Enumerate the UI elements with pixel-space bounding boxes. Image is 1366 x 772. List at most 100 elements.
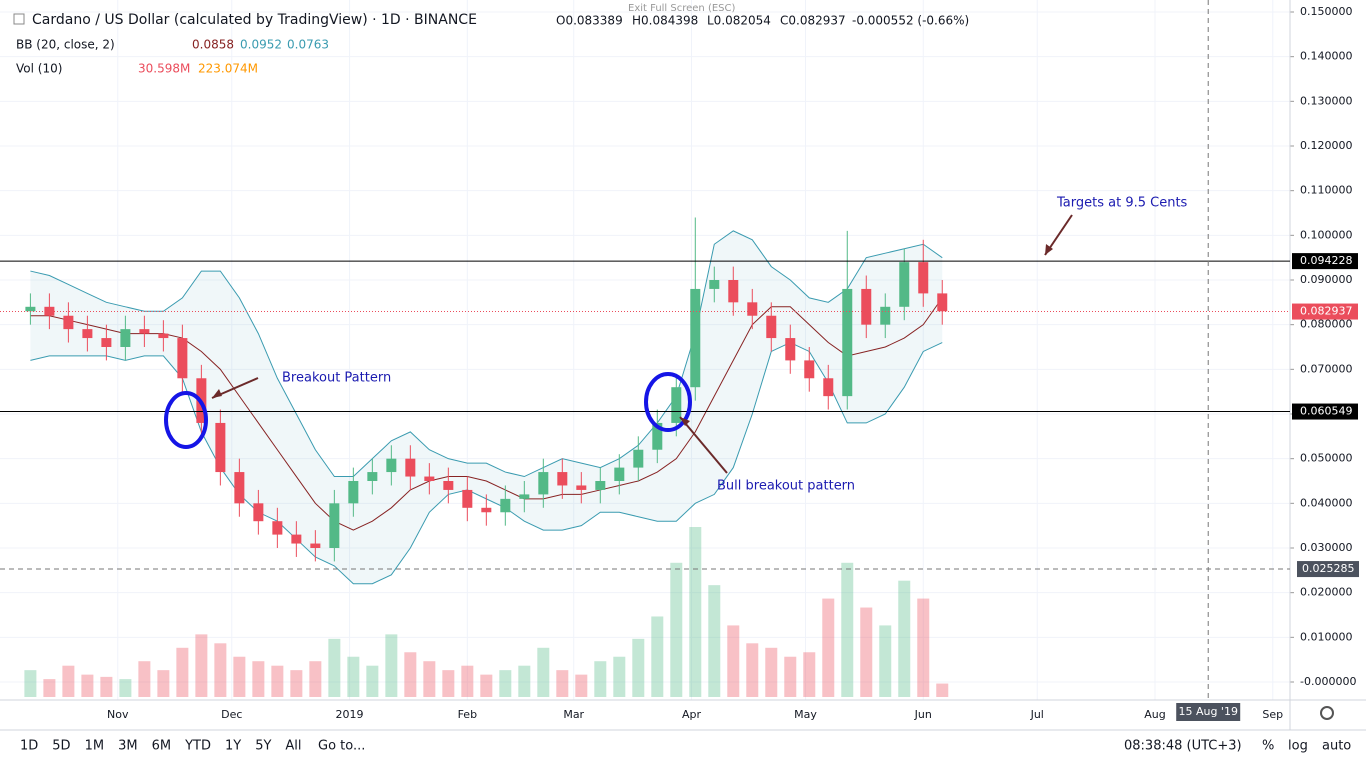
volume-bar	[347, 656, 360, 697]
volume-bar	[670, 562, 683, 697]
candle-body	[918, 262, 929, 294]
symbol-title[interactable]: Cardano / US Dollar (calculated by Tradi…	[32, 12, 477, 28]
candle-body	[272, 521, 283, 535]
volume-bar	[81, 674, 94, 697]
candle-body	[139, 329, 150, 334]
x-tick-label: Nov	[107, 708, 129, 721]
candle-body	[709, 280, 720, 289]
range-button[interactable]: 5D	[52, 739, 70, 754]
volume-bar	[157, 670, 170, 697]
price-tag-label: 0.094228	[1300, 254, 1353, 267]
exit-hint[interactable]: Exit Full Screen (ESC)	[628, 3, 736, 14]
candle-body	[481, 507, 492, 513]
volume-bar	[271, 665, 284, 697]
band-line	[30, 230, 943, 478]
candle-body	[766, 315, 777, 339]
range-button[interactable]: 1Y	[225, 739, 241, 754]
volume-bar	[233, 656, 246, 697]
candle-body	[101, 338, 112, 347]
volume-bar	[537, 647, 550, 697]
goto-button[interactable]: Go to...	[318, 739, 365, 754]
x-tick-label: Aug	[1144, 708, 1165, 721]
volume-bar	[594, 661, 607, 697]
volume-bar	[480, 674, 493, 697]
candle-body	[367, 472, 378, 481]
arrowhead	[680, 417, 690, 426]
candle-body	[310, 543, 321, 548]
candle-body	[671, 387, 682, 423]
y-tick-label: 0.120000	[1300, 139, 1353, 152]
price-tag-label: 0.082937	[1300, 305, 1353, 318]
price-tag	[1292, 303, 1358, 320]
volume-bar	[195, 634, 208, 697]
candle-body	[899, 262, 910, 307]
toolbar-option[interactable]: auto	[1322, 739, 1351, 754]
volume-bar	[328, 638, 341, 697]
y-tick-label: 0.040000	[1300, 496, 1353, 509]
y-tick-label: 0.110000	[1300, 184, 1353, 197]
range-button[interactable]: 1M	[85, 739, 105, 754]
candle-body	[215, 422, 226, 473]
volume-bar	[803, 652, 816, 697]
y-tick-label: -0.000000	[1300, 675, 1356, 688]
toolbar-option[interactable]: log	[1288, 739, 1308, 754]
candle-body	[405, 458, 416, 477]
candle-body	[234, 472, 245, 504]
volume-bar	[100, 676, 113, 697]
bb-label[interactable]: BB (20, close, 2)	[16, 38, 115, 52]
volume-bar	[898, 580, 911, 697]
crosshair-label: 0.025285	[1302, 562, 1355, 575]
volume-bar	[708, 585, 721, 697]
candle-body	[937, 293, 948, 312]
candle-body	[158, 333, 169, 339]
candle-body	[747, 302, 758, 316]
ohlc-high: H0.084398	[632, 14, 698, 28]
y-tick-label: 0.150000	[1300, 5, 1353, 18]
range-button[interactable]: All	[285, 739, 301, 754]
volume-bar	[309, 661, 322, 697]
range-button[interactable]: 6M	[152, 739, 172, 754]
range-button[interactable]: 3M	[118, 739, 138, 754]
y-tick-label: 0.140000	[1300, 50, 1353, 63]
candle-body	[386, 458, 397, 473]
candle-body	[861, 288, 872, 325]
toolbar-option[interactable]: %	[1262, 739, 1274, 754]
vol-value: 30.598M	[138, 62, 190, 76]
volume-bar	[575, 674, 588, 697]
candle-body	[443, 481, 454, 490]
candle-body	[576, 485, 587, 490]
collapse-icon[interactable]	[13, 13, 25, 25]
x-tick-label: Jul	[1030, 708, 1044, 721]
ohlc-low: L0.082054	[707, 14, 771, 28]
volume-bar	[404, 652, 417, 697]
volume-bar	[822, 598, 835, 697]
volume-bar	[556, 670, 569, 697]
vol-label[interactable]: Vol (10)	[16, 62, 62, 76]
settings-icon[interactable]	[1320, 706, 1334, 720]
range-button[interactable]: 1D	[20, 739, 38, 754]
candle-body	[329, 503, 340, 548]
volume-bar	[689, 527, 702, 697]
candle-body	[500, 498, 511, 513]
annotation: Breakout Pattern	[282, 371, 391, 386]
x-tick-label: Sep	[1262, 708, 1283, 721]
candle-body	[253, 503, 264, 522]
x-tick-label: Dec	[221, 708, 242, 721]
candle-body	[44, 306, 55, 316]
range-button[interactable]: YTD	[184, 739, 211, 754]
volume-bar	[518, 665, 531, 697]
volume-bar	[613, 656, 626, 697]
candle-body	[823, 378, 834, 397]
crosshair-x-label: 15 Aug '19	[1178, 705, 1238, 718]
candle-body	[557, 472, 568, 486]
price-tag	[1292, 253, 1358, 270]
y-tick-label: 0.130000	[1300, 94, 1353, 107]
candle-body	[614, 467, 625, 481]
candle-body	[177, 338, 188, 379]
volume-bar	[138, 661, 151, 697]
candle-body	[842, 288, 853, 397]
range-button[interactable]: 5Y	[255, 739, 271, 754]
price-tag-label: 0.060549	[1300, 405, 1353, 418]
x-tick-label: Apr	[682, 708, 702, 721]
